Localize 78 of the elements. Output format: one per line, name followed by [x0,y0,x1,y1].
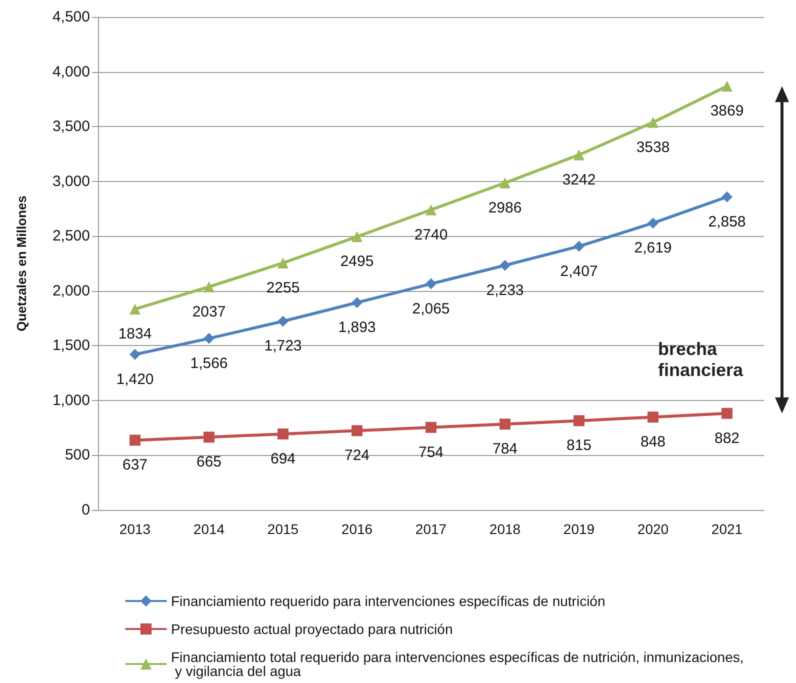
point [352,425,362,436]
data-label: 815 [566,437,592,454]
point [278,316,288,327]
point [722,408,732,419]
point [574,415,584,426]
data-label: 784 [492,440,518,458]
legend-label: Presupuesto actual proyectado para nutrición [171,621,453,637]
data-label: 2037 [192,303,226,320]
data-label: 665 [196,454,222,471]
point [574,149,584,160]
point [648,218,658,229]
y-tick-label: 1,500 [52,337,90,354]
point [278,257,288,268]
point [130,304,140,315]
data-label: 754 [418,444,444,461]
point [648,116,658,128]
x-tick-label: 2015 [267,521,299,537]
legend-label: Financiamiento total requerido para intervenciones específicas de nutrición, inmunizaciones, y vigilancia del agua [171,649,744,679]
data-label: 2,407 [560,262,598,280]
data-label: 3242 [562,171,596,188]
data-label: 2495 [340,253,374,270]
point [278,428,288,440]
data-label: 1,420 [116,370,154,388]
data-label: 2986 [488,199,522,216]
x-tick-label: 2014 [193,521,225,537]
data-label: 637 [122,456,148,474]
point [426,204,436,216]
point [500,260,510,271]
annotation: brecha financiera [658,338,744,380]
data-label: 2,619 [634,240,672,257]
data-label: 1,893 [338,319,376,336]
data-label: 3538 [636,138,670,156]
y-tick-label: 3,000 [52,172,90,190]
y-tick-label: 4,000 [52,63,90,80]
y-tick-label: 2,500 [52,228,90,245]
data-label: 848 [640,434,666,451]
x-tick-label: 2021 [711,521,743,537]
y-tick-label: 0 [82,502,90,518]
point [204,281,214,292]
x-tick-label: 2019 [563,521,595,537]
y-tick-label: 3,500 [52,118,90,136]
y-tick-label: 500 [64,446,90,464]
point [204,432,214,443]
x-tick-label: 2016 [341,521,373,537]
x-tick-label: 2017 [415,521,447,537]
point [500,177,510,188]
legend-label: Financiamiento requerido para intervenciones específicas de nutrición [171,593,606,609]
data-label: 694 [270,450,296,468]
data-label: 1834 [118,326,152,343]
data-label: 2,065 [412,300,450,318]
y-tick-label: 2,000 [52,282,90,300]
point [426,422,436,433]
point [426,278,436,290]
point [130,348,140,360]
point [574,240,584,252]
point [352,231,362,242]
point [204,332,214,344]
data-label: 2,233 [486,282,524,299]
point [722,191,732,202]
x-tick-label: 2013 [119,521,151,537]
x-tick-label: 2018 [489,521,521,537]
point [500,418,510,430]
data-label: 1,566 [190,354,228,372]
data-label: 882 [714,430,740,447]
y-tick-label: 1,000 [52,392,90,409]
y-axis-title: Quetzales en Millones [14,196,29,332]
point [648,412,658,423]
y-tick-label: 4,500 [52,8,90,26]
x-tick-label: 2020 [637,521,669,537]
data-label: 1,723 [264,338,302,355]
point [130,434,140,446]
data-label: 3869 [710,102,744,120]
data-label: 2740 [414,226,448,244]
data-label: 2,858 [708,213,746,230]
data-label: 724 [344,447,370,464]
point [722,80,732,92]
point [352,297,362,308]
data-label: 2255 [266,279,300,296]
